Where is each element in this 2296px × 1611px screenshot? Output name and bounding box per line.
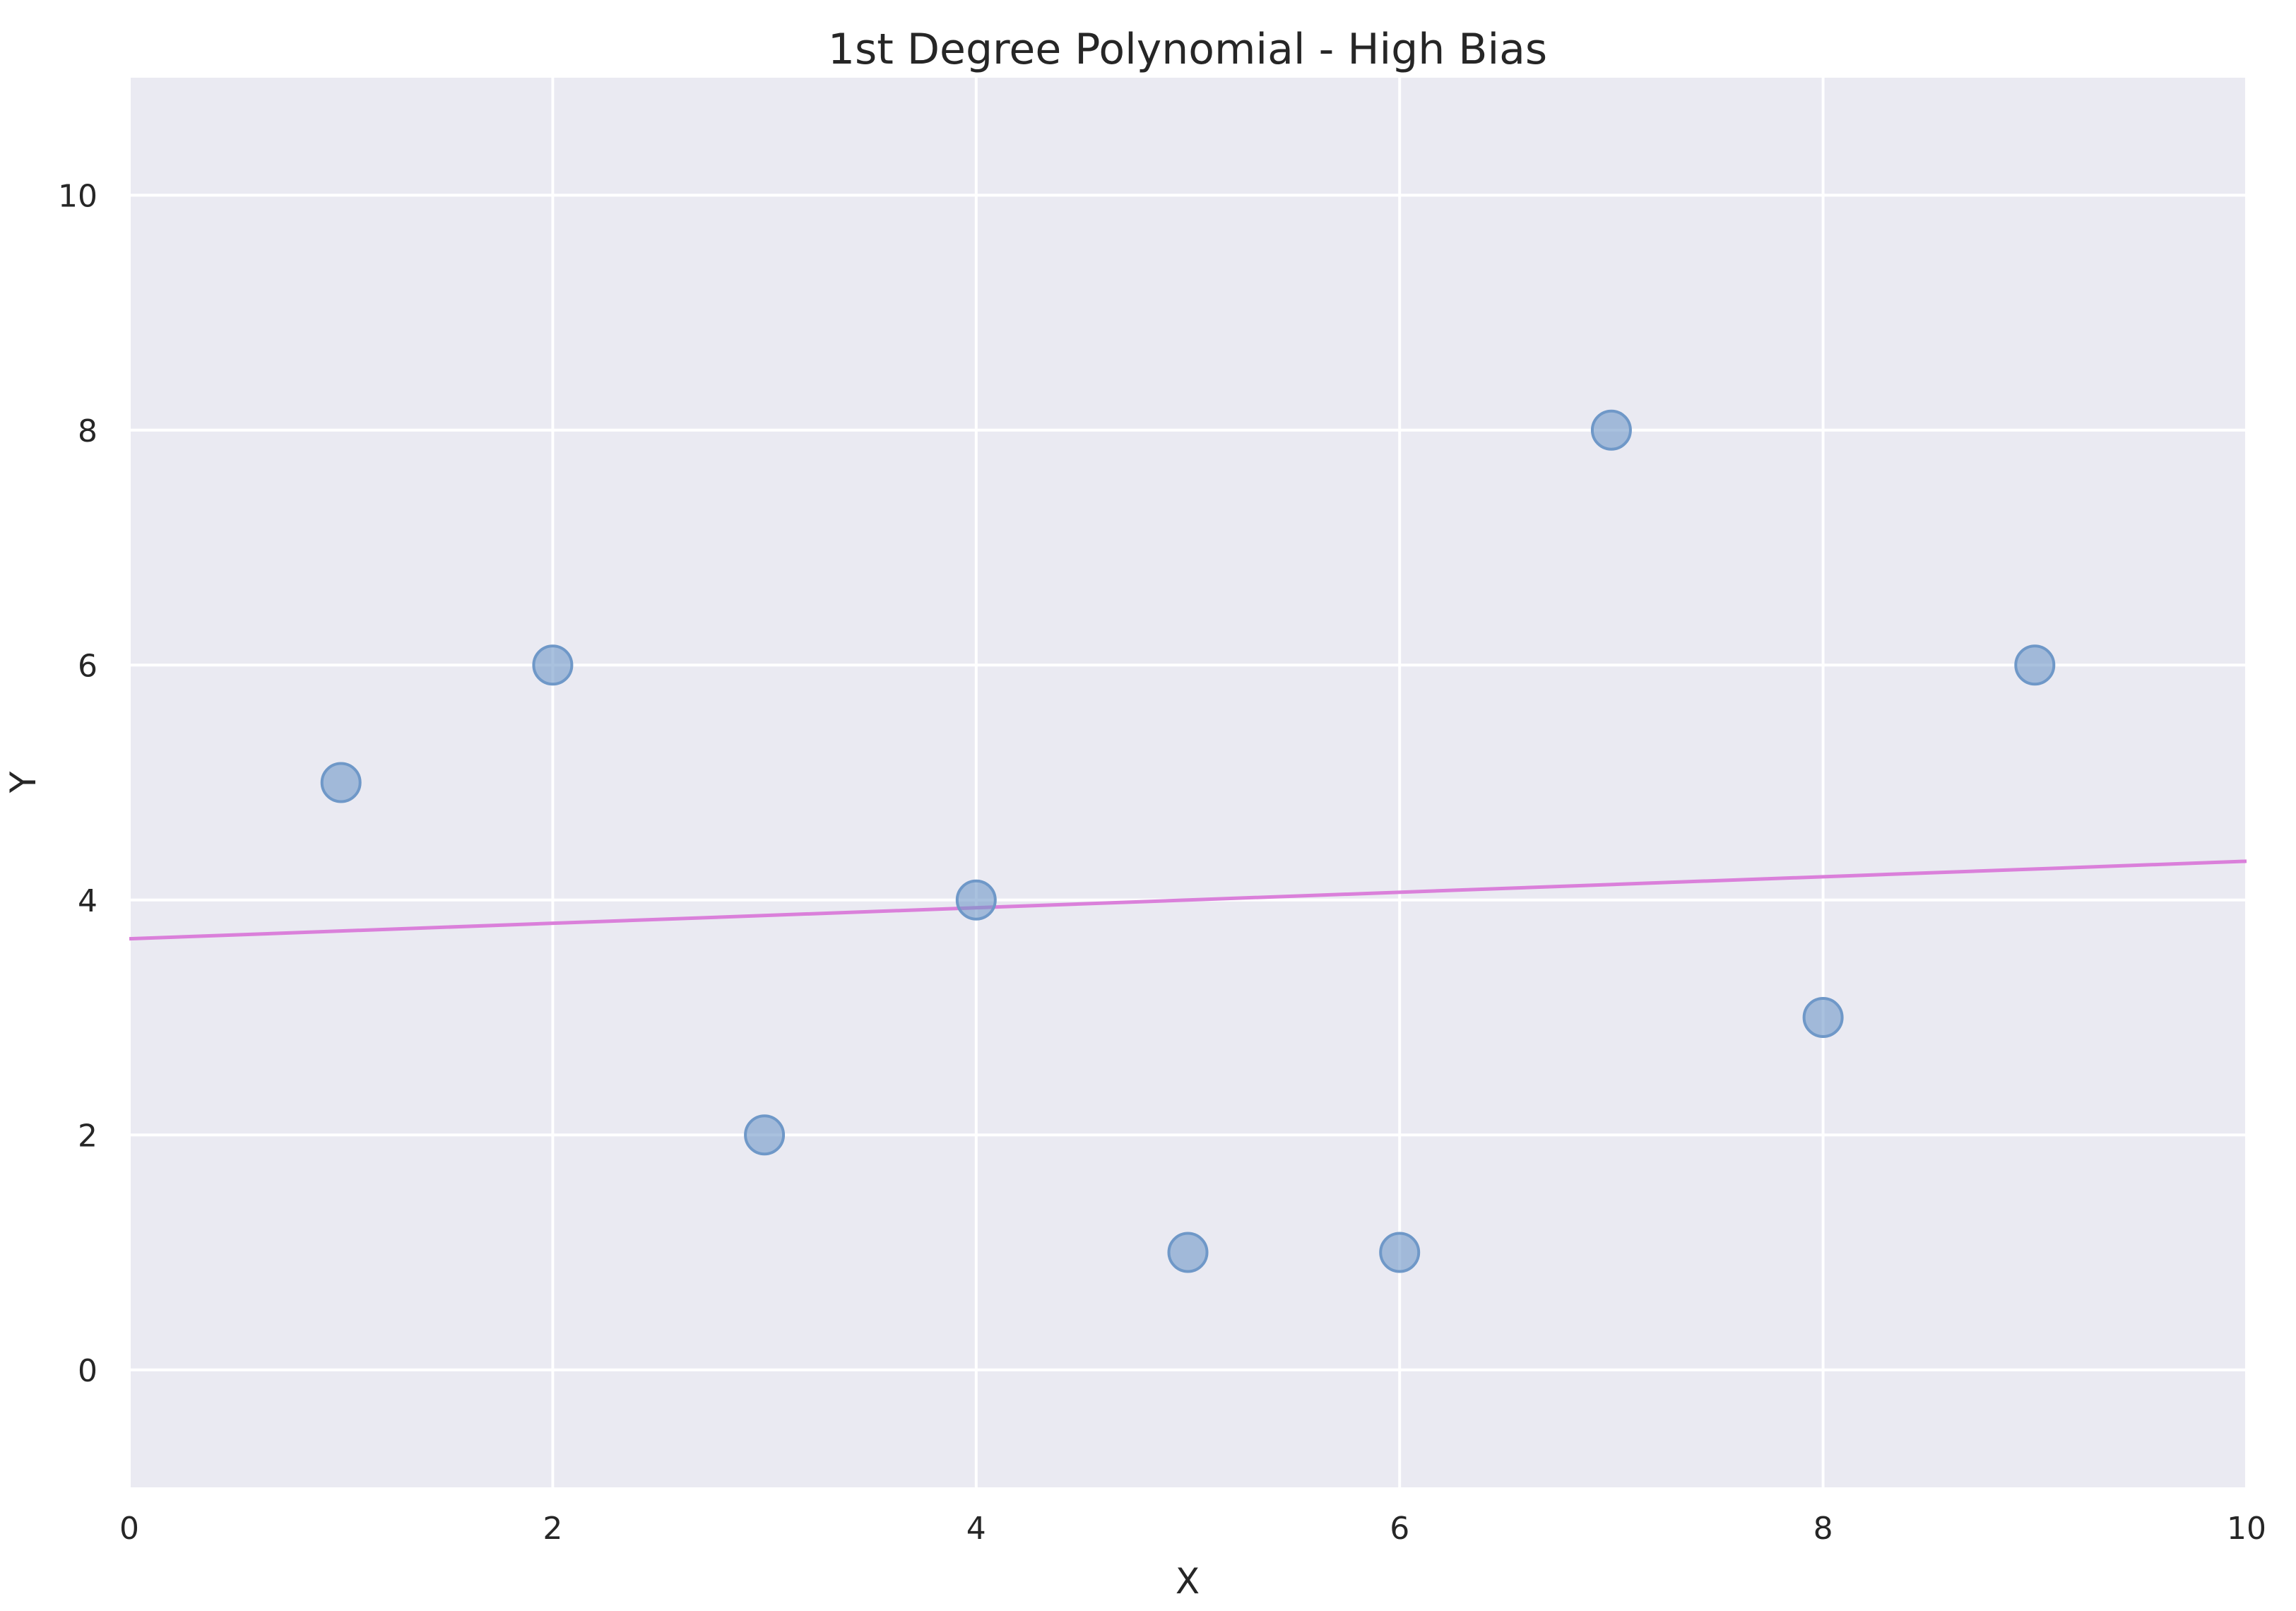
scatter-point — [1167, 1232, 1209, 1273]
y-tick-label: 10 — [58, 178, 97, 214]
tick-labels: 0 2 4 6 8 10 0 2 4 6 8 10 — [58, 178, 2266, 1547]
x-tick-label: 10 — [2227, 1511, 2266, 1547]
x-tick-label: 8 — [1813, 1511, 1833, 1547]
plot-area-background — [129, 78, 2247, 1487]
x-tick-label: 4 — [966, 1511, 986, 1547]
x-axis-label: X — [1176, 1561, 1200, 1602]
y-axis-label: Y — [3, 771, 44, 793]
scatter-point — [1802, 997, 1844, 1038]
scatter-point — [955, 879, 997, 921]
x-tick-label: 6 — [1390, 1511, 1409, 1547]
x-tick-label: 0 — [119, 1511, 139, 1547]
scatter-points — [320, 409, 2056, 1273]
fit-line — [129, 859, 2247, 941]
y-tick-label: 0 — [78, 1353, 97, 1389]
y-tick-label: 2 — [78, 1118, 97, 1154]
y-tick-label: 6 — [78, 648, 97, 684]
scatter-point — [744, 1114, 786, 1156]
scatter-point — [532, 644, 574, 686]
scatter-point — [1379, 1232, 1421, 1273]
fit-line-layer — [129, 859, 2247, 941]
y-tick-label: 8 — [78, 413, 97, 449]
scatter-point — [2014, 644, 2056, 686]
scatter-point — [320, 762, 362, 803]
x-tick-label: 2 — [543, 1511, 562, 1547]
chart-title: 1st Degree Polynomial - High Bias — [828, 25, 1547, 74]
scatter-point — [1590, 409, 1632, 451]
y-tick-label: 4 — [78, 883, 97, 919]
